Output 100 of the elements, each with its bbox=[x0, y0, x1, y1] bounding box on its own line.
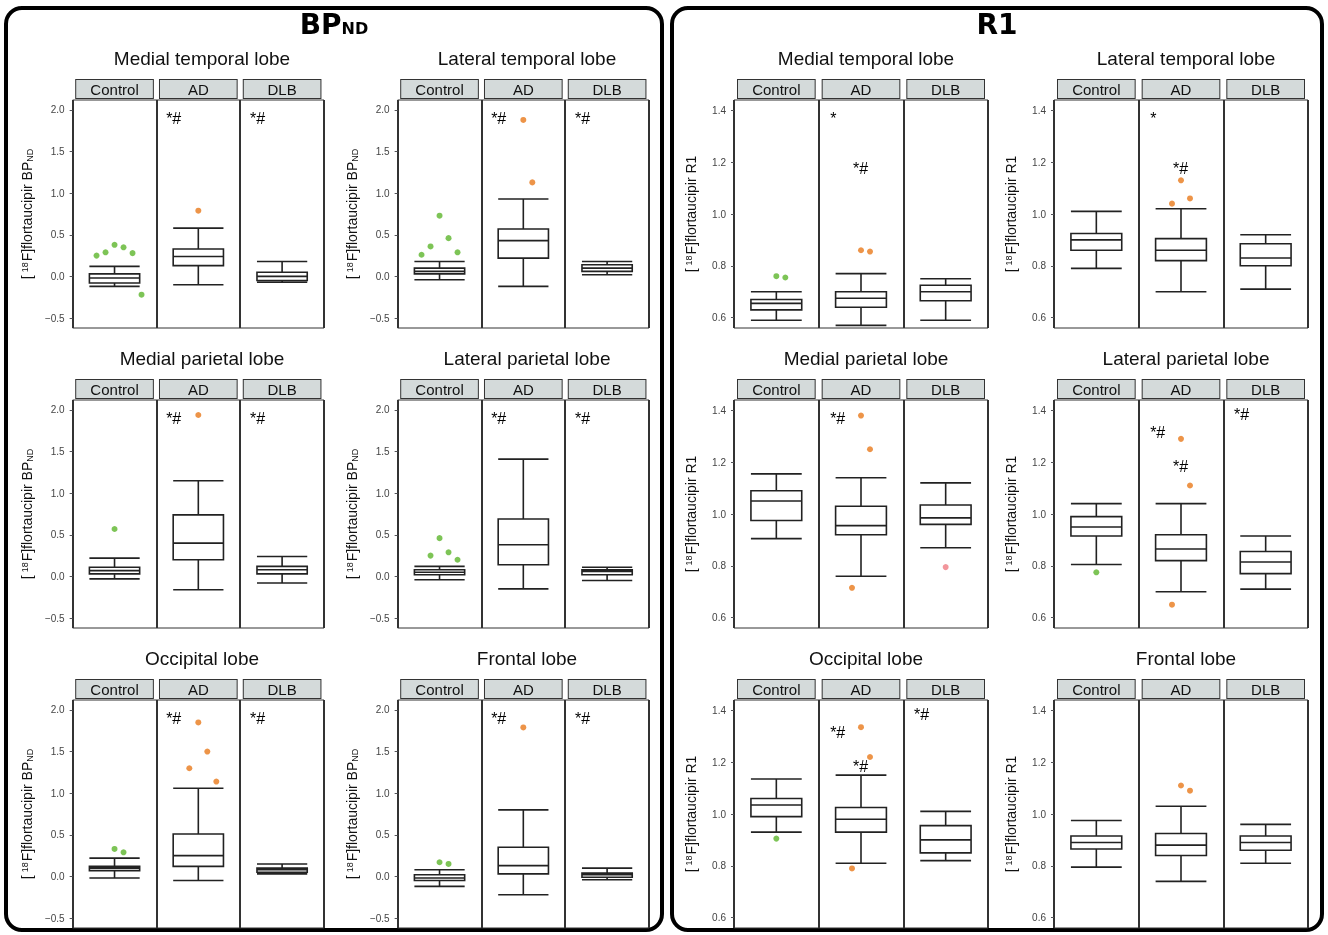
chart-title: Medial parietal lobe bbox=[119, 348, 285, 369]
x-tick-label: AD bbox=[512, 681, 534, 698]
y-tick-label: 0.0 bbox=[375, 570, 391, 582]
chart-title: Occipital lobe bbox=[808, 648, 924, 669]
x-tick-label: Control bbox=[415, 381, 464, 398]
y-tick-label: 1.4 bbox=[712, 104, 727, 116]
annotation: *# bbox=[166, 709, 182, 727]
x-tick-label: AD bbox=[850, 681, 872, 698]
y-axis-title: [18F]flortaucipir BPND bbox=[19, 748, 35, 880]
x-tick-label: DLB bbox=[592, 81, 622, 98]
y-axis-title: [18F]flortaucipir R1 bbox=[1003, 755, 1019, 873]
x-tick-label: AD bbox=[512, 81, 534, 98]
x-tick-label: Control bbox=[1072, 81, 1121, 98]
annotation: *# bbox=[830, 409, 846, 427]
x-tick-label: DLB bbox=[1251, 81, 1281, 98]
chart-title: Medial temporal lobe bbox=[113, 48, 291, 69]
annotation: *# bbox=[166, 109, 182, 127]
y-tick-label: 1.0 bbox=[50, 487, 66, 499]
chart-title: Lateral temporal lobe bbox=[437, 48, 617, 69]
annotation: *# bbox=[574, 109, 591, 127]
y-tick-label: 0.8 bbox=[712, 260, 727, 272]
annotation: *# bbox=[491, 109, 507, 127]
y-tick-label: 0.8 bbox=[1032, 260, 1047, 272]
y-axis-title: [18F]flortaucipir R1 bbox=[683, 455, 699, 573]
annotation: *# bbox=[574, 409, 591, 427]
y-tick-label: 2.0 bbox=[375, 104, 391, 116]
y-tick-label: 1.0 bbox=[50, 787, 66, 799]
x-tick-label: DLB bbox=[931, 681, 961, 698]
x-tick-label: Control bbox=[90, 381, 139, 398]
x-tick-label: AD bbox=[850, 81, 872, 98]
y-tick-label: −0.5 bbox=[44, 612, 66, 624]
x-tick-label: DLB bbox=[592, 681, 622, 698]
y-tick-label: 0.0 bbox=[50, 270, 66, 282]
annotation: * bbox=[830, 109, 837, 127]
y-tick-label: 1.2 bbox=[1032, 756, 1047, 768]
y-tick-label: 2.0 bbox=[50, 404, 66, 416]
y-tick-label: 1.5 bbox=[375, 446, 391, 458]
y-tick-label: −0.5 bbox=[369, 912, 391, 924]
y-tick-label: 0.5 bbox=[375, 529, 391, 541]
y-tick-label: 1.0 bbox=[375, 487, 391, 499]
y-tick-label: −0.5 bbox=[369, 612, 391, 624]
y-tick-label: 0.6 bbox=[1032, 912, 1047, 924]
chart-title: Medial parietal lobe bbox=[783, 348, 949, 369]
y-tick-label: 1.0 bbox=[712, 808, 727, 820]
y-tick-label: 0.6 bbox=[712, 312, 727, 324]
y-tick-label: 1.0 bbox=[50, 187, 66, 199]
chart-title: Lateral parietal lobe bbox=[1102, 348, 1270, 369]
y-tick-label: 1.5 bbox=[50, 446, 66, 458]
x-tick-label: Control bbox=[752, 381, 801, 398]
x-tick-label: DLB bbox=[267, 681, 297, 698]
y-tick-label: 0.8 bbox=[712, 860, 727, 872]
annotation: *# bbox=[1150, 423, 1166, 441]
annotation: *# bbox=[491, 709, 507, 727]
y-tick-label: 1.0 bbox=[712, 208, 727, 220]
x-tick-label: DLB bbox=[267, 381, 297, 398]
y-tick-label: 1.2 bbox=[1032, 456, 1047, 468]
annotation: * bbox=[1150, 109, 1157, 127]
y-tick-label: 0.5 bbox=[50, 829, 66, 841]
x-tick-label: AD bbox=[187, 381, 209, 398]
y-tick-label: −0.5 bbox=[44, 312, 66, 324]
y-tick-label: 2.0 bbox=[50, 704, 66, 716]
y-tick-label: 1.4 bbox=[1032, 404, 1047, 416]
x-tick-label: DLB bbox=[931, 81, 961, 98]
annotation: *# bbox=[166, 409, 182, 427]
y-tick-label: 1.5 bbox=[375, 746, 391, 758]
annotation: *# bbox=[574, 709, 591, 727]
y-tick-label: 1.4 bbox=[712, 404, 727, 416]
x-tick-label: DLB bbox=[267, 81, 297, 98]
y-tick-label: 1.0 bbox=[1032, 808, 1047, 820]
y-tick-label: 1.0 bbox=[712, 508, 727, 520]
y-tick-label: 2.0 bbox=[50, 104, 66, 116]
chart-title: Lateral parietal lobe bbox=[443, 348, 611, 369]
chart-title: Frontal lobe bbox=[1135, 648, 1237, 669]
x-tick-label: DLB bbox=[931, 381, 961, 398]
y-tick-label: 0.5 bbox=[375, 829, 391, 841]
x-tick-label: Control bbox=[415, 81, 464, 98]
annotation: *# bbox=[913, 705, 930, 723]
y-tick-label: 0.0 bbox=[375, 870, 391, 882]
x-tick-label: AD bbox=[1170, 381, 1192, 398]
annotation: *# bbox=[853, 757, 869, 775]
y-tick-label: 0.5 bbox=[375, 229, 391, 241]
x-tick-label: AD bbox=[187, 681, 209, 698]
y-axis-title: [18F]flortaucipir R1 bbox=[1003, 455, 1019, 573]
y-tick-label: 2.0 bbox=[375, 704, 391, 716]
y-tick-label: 0.0 bbox=[50, 870, 66, 882]
x-tick-label: AD bbox=[1170, 681, 1192, 698]
x-tick-label: Control bbox=[752, 681, 801, 698]
chart-title: Lateral temporal lobe bbox=[1096, 48, 1276, 69]
annotation: *# bbox=[249, 109, 266, 127]
x-tick-label: DLB bbox=[592, 381, 622, 398]
y-tick-label: 1.2 bbox=[712, 756, 727, 768]
x-tick-label: Control bbox=[90, 81, 139, 98]
y-tick-label: 1.4 bbox=[712, 704, 727, 716]
y-tick-label: 1.0 bbox=[1032, 508, 1047, 520]
y-tick-label: 0.0 bbox=[375, 270, 391, 282]
chart-title: Occipital lobe bbox=[144, 648, 260, 669]
x-tick-label: Control bbox=[752, 81, 801, 98]
chart-title: Frontal lobe bbox=[476, 648, 578, 669]
x-tick-label: Control bbox=[1072, 381, 1121, 398]
x-tick-label: AD bbox=[187, 81, 209, 98]
